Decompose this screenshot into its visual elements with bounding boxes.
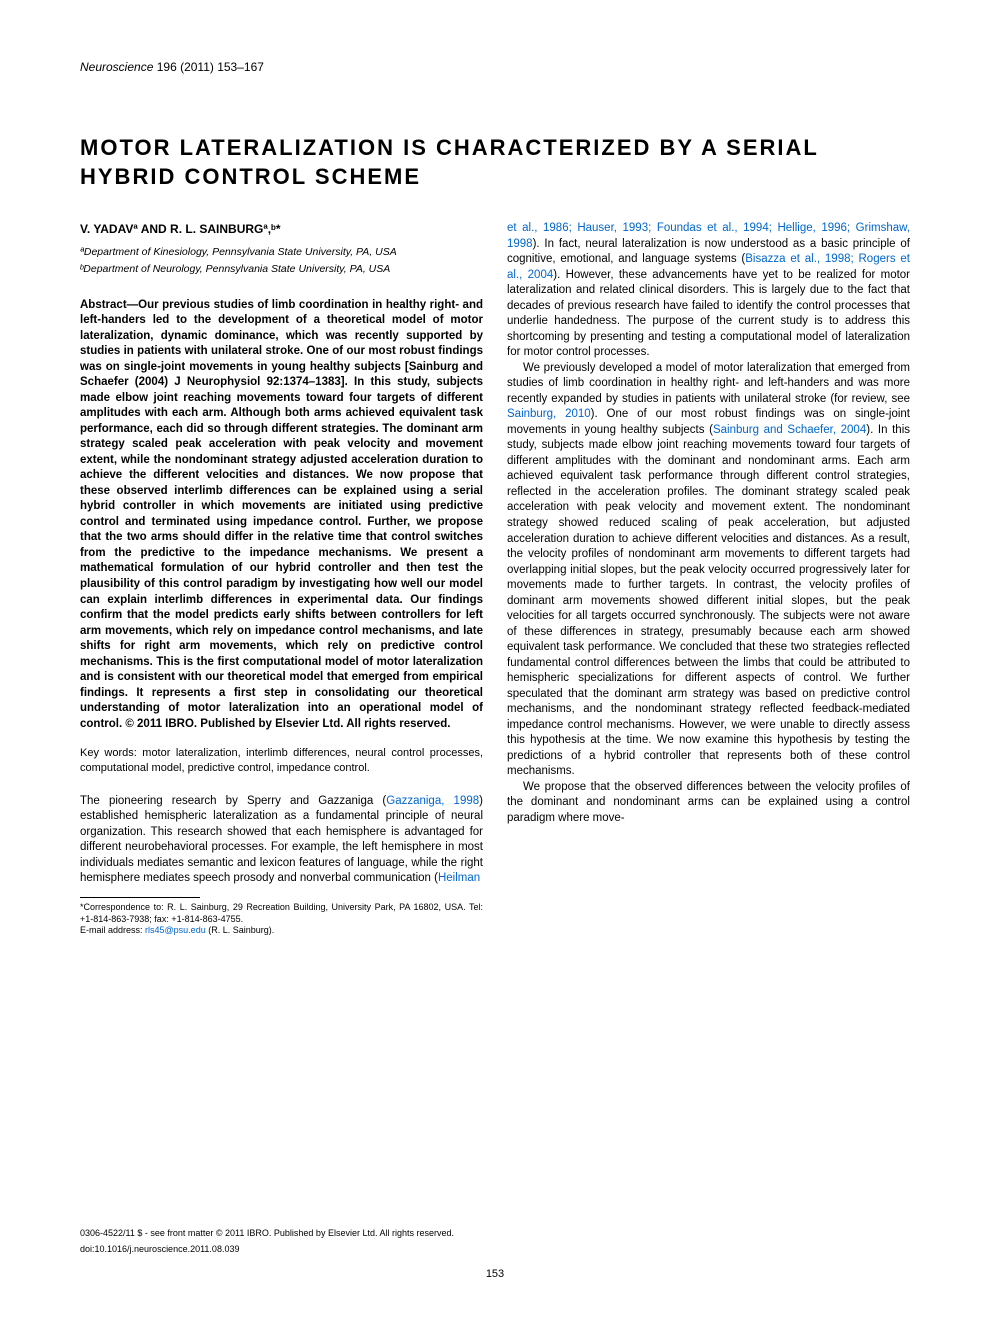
citation-link[interactable]: Gazzaniga, 1998 [386,795,479,807]
intro-paragraph-1-part-a: The pioneering research by Sperry and Ga… [80,794,483,887]
citation-link[interactable]: Sainburg and Schaefer, 2004 [713,424,866,436]
intro-paragraph-3: We propose that the observed differences… [507,780,910,827]
intro-text-1b: ) established hemispheric lateralization… [80,795,483,885]
copyright-line-1: 0306-4522/11 $ - see front matter © 2011… [80,1228,910,1238]
intro-text-2a: We previously developed a model of motor… [507,362,910,405]
email-label: E-mail address: [80,925,145,935]
page-number: 153 [80,1268,910,1280]
right-column: et al., 1986; Hauser, 1993; Foundas et a… [507,221,910,937]
intro-text-2c: ). In this study, subjects made elbow jo… [507,424,910,777]
authors-line: V. YADAVª AND R. L. SAINBURGª,ᵇ* [80,221,483,237]
citation-link[interactable]: Heilman [438,872,480,884]
email-name: (R. L. Sainburg). [206,925,275,935]
intro-paragraph-1-continued: et al., 1986; Hauser, 1993; Foundas et a… [507,221,910,361]
abstract-text: Abstract—Our previous studies of limb co… [80,298,483,732]
affiliation-a: ªDepartment of Kinesiology, Pennsylvania… [80,245,483,259]
citation-link[interactable]: Sainburg, 2010 [507,408,591,420]
keywords: Key words: motor lateralization, interli… [80,746,483,776]
doi-line: doi:10.1016/j.neuroscience.2011.08.039 [80,1244,910,1254]
footnote-separator [80,897,200,898]
two-column-layout: V. YADAVª AND R. L. SAINBURGª,ᵇ* ªDepart… [80,221,910,937]
intro-paragraph-2: We previously developed a model of motor… [507,361,910,780]
journal-header: Neuroscience 196 (2011) 153–167 [80,60,910,74]
intro-text-1a: The pioneering research by Sperry and Ga… [80,795,386,807]
article-title: MOTOR LATERALIZATION IS CHARACTERIZED BY… [80,134,910,191]
page-footer: 0306-4522/11 $ - see front matter © 2011… [80,1222,910,1280]
correspondence-text: *Correspondence to: R. L. Sainburg, 29 R… [80,902,483,924]
correspondence-footnote: *Correspondence to: R. L. Sainburg, 29 R… [80,902,483,937]
journal-name: Neuroscience [80,60,153,74]
email-link[interactable]: rls45@psu.edu [145,925,206,935]
journal-volume: 196 (2011) 153–167 [157,60,264,74]
intro-text-1d: ). However, these advancements have yet … [507,269,910,359]
left-column: V. YADAVª AND R. L. SAINBURGª,ᵇ* ªDepart… [80,221,483,937]
affiliation-b: ᵇDepartment of Neurology, Pennsylvania S… [80,262,483,276]
